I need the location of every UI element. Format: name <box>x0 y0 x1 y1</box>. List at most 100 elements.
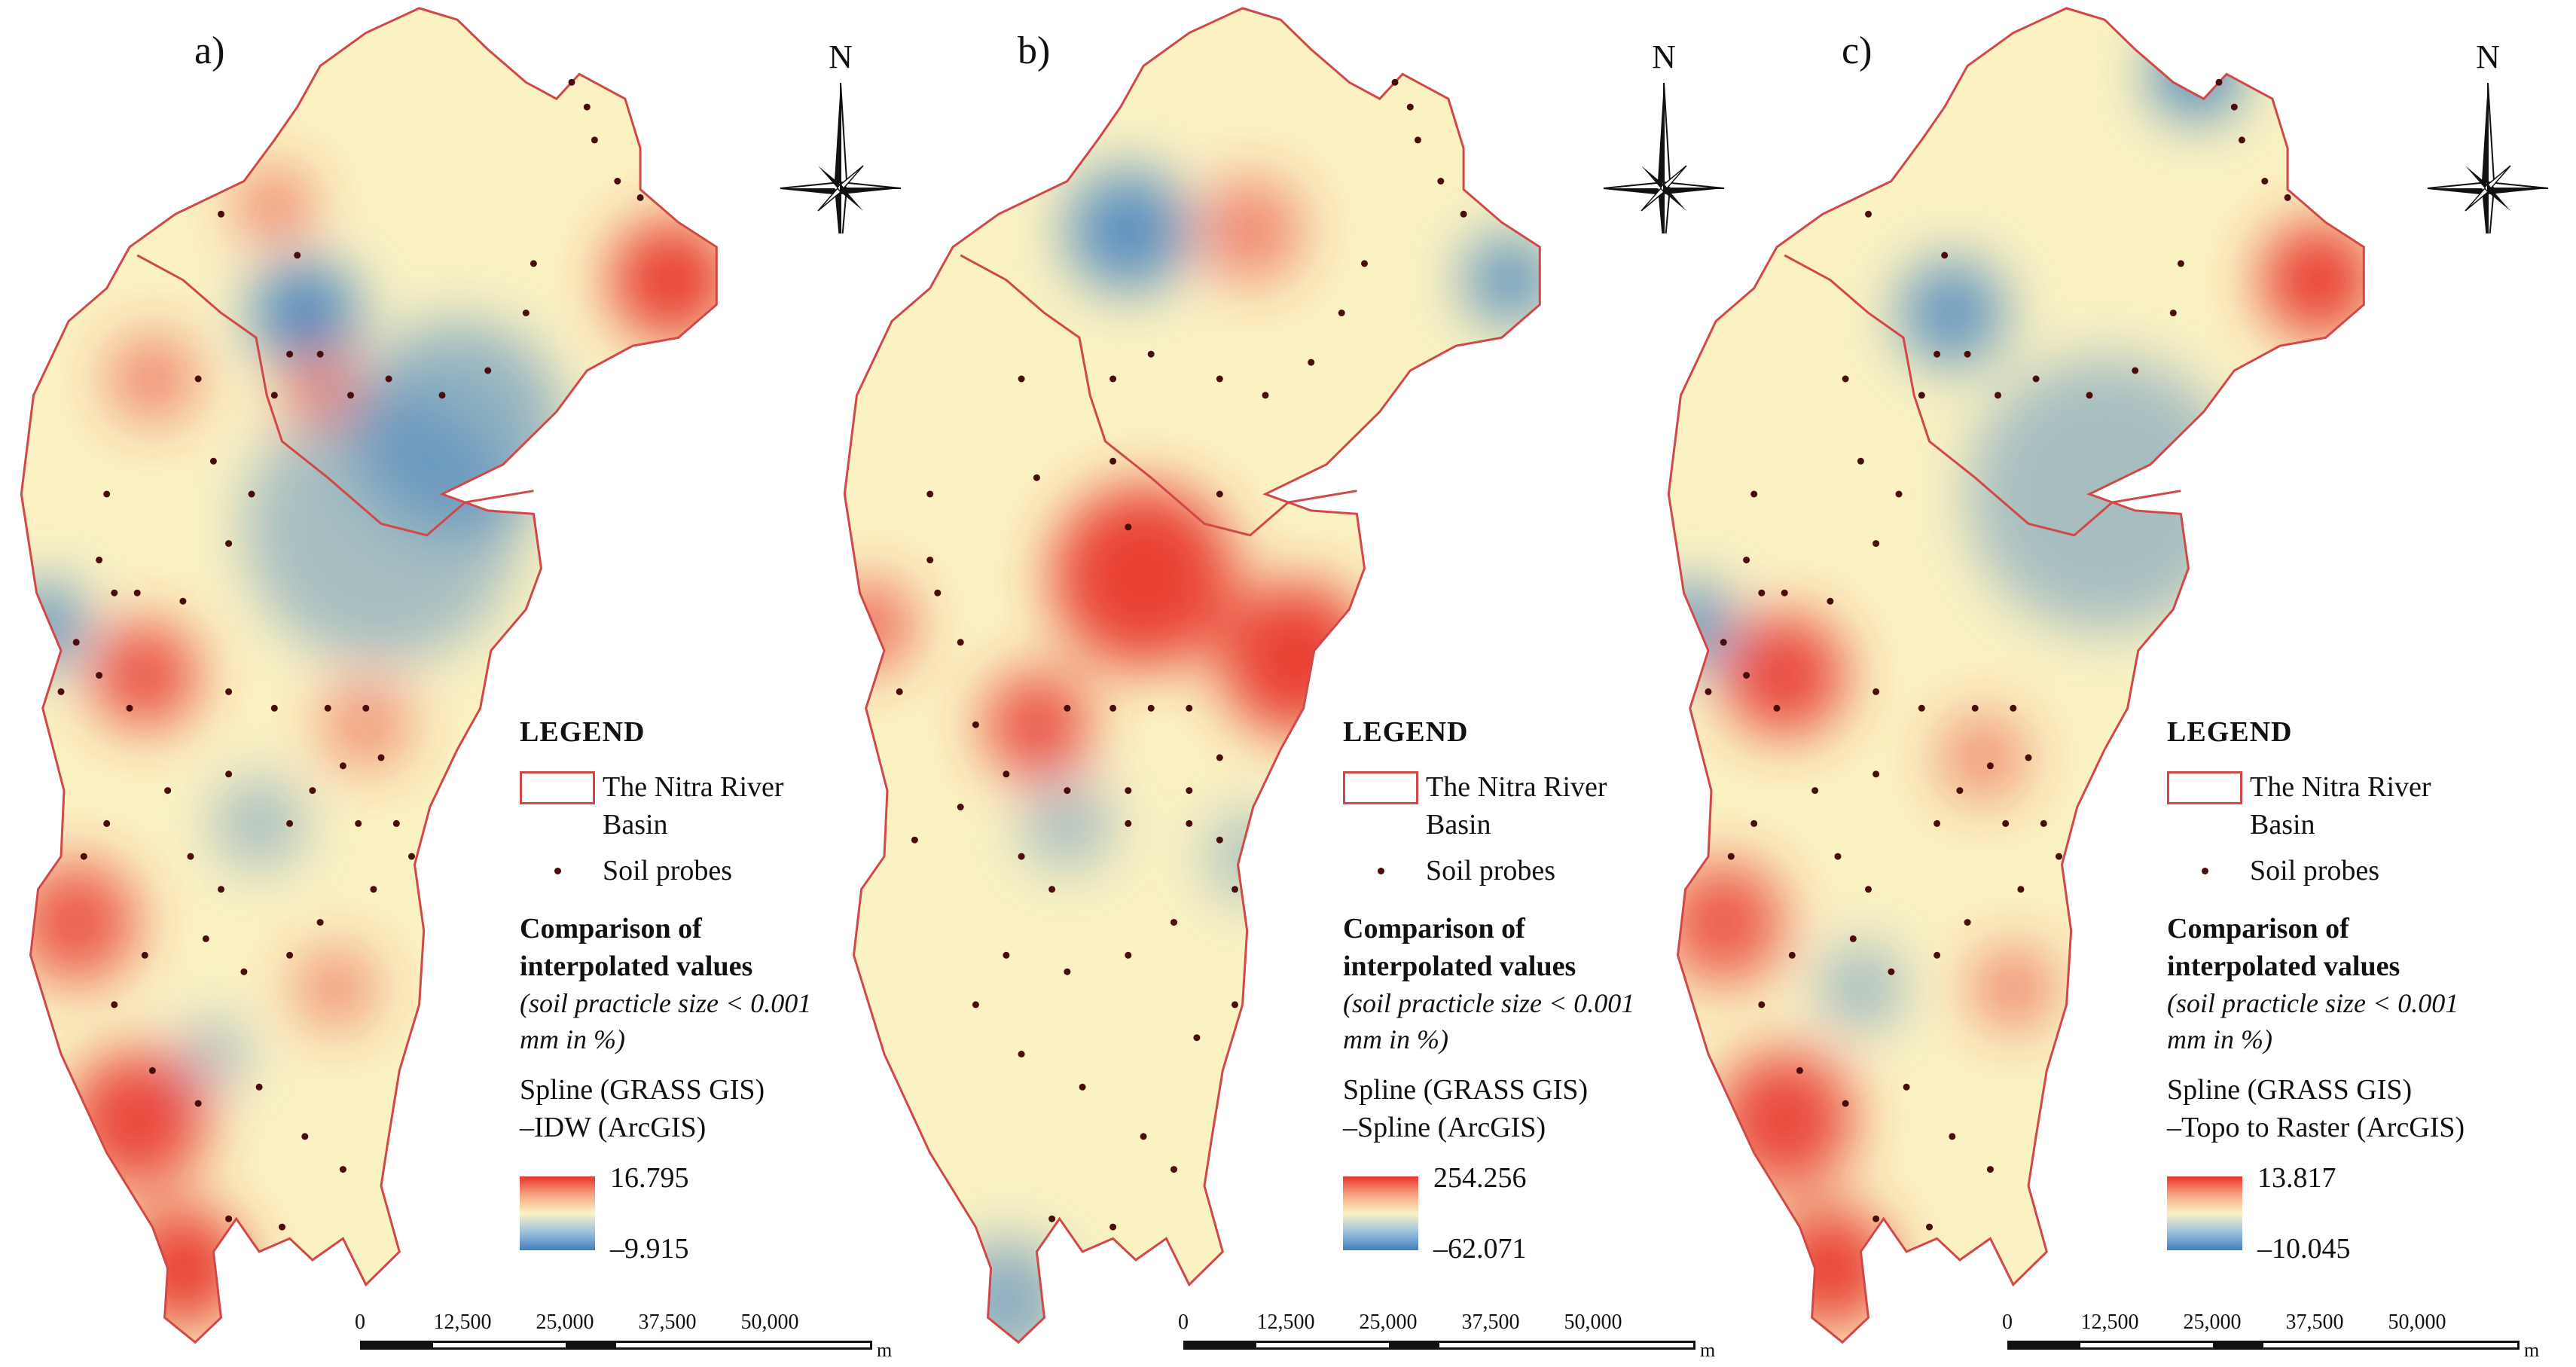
scale-bar: 0 12,500 25,000 37,500 50,000 m <box>2002 1311 2539 1367</box>
soil-probe-point <box>636 194 644 201</box>
north-label: N <box>1652 38 1676 75</box>
soil-probe-point <box>1971 704 1979 712</box>
panel-label: b) <box>1018 29 1051 72</box>
soil-probe-point <box>103 490 111 498</box>
value-hotspot <box>1021 777 1113 870</box>
compass-rose-icon <box>1603 82 1725 233</box>
soil-probe-point <box>225 1215 233 1222</box>
soil-probe-point <box>2017 886 2025 893</box>
value-hotspot <box>2260 221 2364 338</box>
basin-outline <box>20 7 718 1344</box>
color-ramp-bar <box>520 1176 595 1250</box>
soil-probe-point <box>385 375 392 383</box>
value-hotspot <box>1818 945 1904 1031</box>
soil-probe-point <box>583 103 591 111</box>
soil-probe-point <box>484 367 492 374</box>
color-ramp-bar <box>1343 1176 1418 1250</box>
soil-probe-point <box>164 787 172 795</box>
soil-probe-point <box>279 1223 285 1231</box>
soil-probe-point <box>2040 819 2047 827</box>
soil-probe-point <box>1995 392 2001 399</box>
soil-probe-point <box>1064 968 1071 975</box>
soil-probe-point <box>1986 762 1994 770</box>
soil-probe-point <box>2261 178 2269 185</box>
probes-label: Soil probes <box>603 855 733 886</box>
color-ramp: 254.256 –62.071 <box>1343 1163 1674 1264</box>
soil-probe-point <box>1186 787 1193 795</box>
north-label: N <box>829 38 853 75</box>
value-hotspot <box>121 1207 244 1329</box>
soil-probe-point <box>103 819 111 827</box>
soil-probe-point <box>1460 210 1467 218</box>
value-hotspot <box>21 861 138 984</box>
method-line-1: Spline (GRASS GIS) <box>520 1074 765 1106</box>
soil-probe-point <box>1872 1215 1880 1222</box>
soil-probe-point <box>225 770 233 778</box>
soil-probe-point <box>926 490 934 498</box>
legend-basin-row: The Nitra River Basin <box>2167 768 2498 844</box>
soil-probe-point <box>309 787 316 795</box>
value-hotspot <box>1937 712 2028 804</box>
soil-probe-point <box>111 589 118 597</box>
soil-probe-point <box>255 1083 263 1091</box>
value-hotspot <box>1970 945 2056 1031</box>
basin-label: The Nitra River Basin <box>603 771 784 841</box>
basin-outline <box>1667 7 2365 1344</box>
soil-probe-point <box>1964 350 1971 358</box>
scale-unit: m <box>2524 1339 2540 1361</box>
basin-fill <box>21 8 717 1343</box>
soil-probe-point <box>1743 557 1750 563</box>
map-panel-a: a) N LEGEND The Nitra River Basin <box>0 0 902 1367</box>
soil-probe-point <box>2010 704 2017 712</box>
scale-tick-label: 50,000 <box>1564 1311 1622 1334</box>
subbasin-boundary <box>136 254 534 537</box>
soil-probe-point <box>1750 490 1758 498</box>
soil-probe-point <box>1193 1034 1201 1042</box>
value-hotspot <box>609 218 717 341</box>
method-line-1: Spline (GRASS GIS) <box>2167 1074 2413 1106</box>
soil-probe-point <box>1888 968 1895 975</box>
soil-probe-point <box>202 935 209 942</box>
value-hotspot <box>1463 234 1540 326</box>
soil-probe-point <box>1865 210 1872 218</box>
soil-probe-point <box>972 721 979 728</box>
scale-tick-label: 25,000 <box>2183 1311 2242 1334</box>
basin-swatch <box>1343 771 1418 804</box>
ramp-max-label: 13.817 <box>2257 1162 2336 1194</box>
soil-probe-point <box>248 490 255 498</box>
soil-probe-point <box>1170 1166 1177 1173</box>
soil-probe-point <box>316 350 324 358</box>
soil-probe-point <box>72 639 80 646</box>
soil-probe-point <box>1941 252 1949 259</box>
value-hotspot <box>1668 583 1736 669</box>
panel-label: c) <box>1842 29 1872 72</box>
soil-probe-point <box>1064 704 1071 712</box>
value-hotspot <box>21 583 89 669</box>
soil-probe-point <box>111 1001 118 1008</box>
map-legend: LEGEND The Nitra River Basin Soil probes… <box>2167 716 2498 1264</box>
soil-probe-point <box>316 919 324 926</box>
soil-probe-point <box>355 819 362 827</box>
interpolation-map <box>843 7 1541 1344</box>
value-hotspot <box>1899 259 2006 367</box>
soil-probe-point <box>286 951 294 959</box>
soil-probe-point <box>270 392 278 399</box>
map-panel-c: c) N LEGEND The Nitra River Basin <box>1647 0 2549 1367</box>
method-line-1: Spline (GRASS GIS) <box>1343 1074 1589 1106</box>
soil-probe-point <box>2215 78 2223 86</box>
soil-probe-point <box>1872 770 1880 778</box>
subbasin-boundary <box>960 254 1357 537</box>
value-hotspot <box>282 349 359 426</box>
value-hotspot <box>179 1021 247 1088</box>
basin-swatch <box>2167 771 2242 804</box>
scale-tick-label: 37,500 <box>638 1311 697 1334</box>
ramp-min-label: –10.045 <box>2257 1233 2351 1265</box>
value-hotspot <box>1668 861 1785 984</box>
soil-probe-point <box>911 836 918 844</box>
basin-label: The Nitra River Basin <box>1426 771 1607 841</box>
north-arrow: N <box>2413 38 2563 233</box>
legend-title: LEGEND <box>2167 716 2293 748</box>
probe-dot-icon <box>2201 867 2208 874</box>
soil-probe-point <box>218 886 224 893</box>
soil-probe-point <box>1232 886 1238 893</box>
